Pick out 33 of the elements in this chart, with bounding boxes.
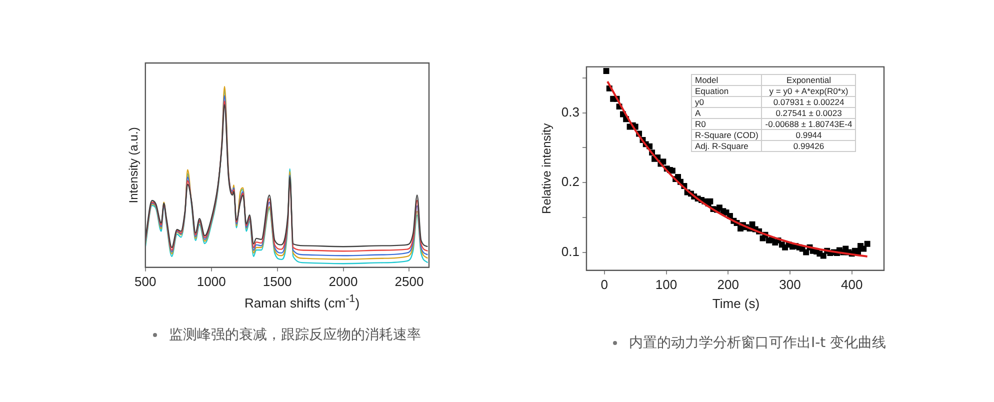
annotation: 0.99426 — [762, 140, 856, 152]
annotation: A — [692, 108, 762, 118]
x-axis-title: Time (s) — [711, 296, 761, 311]
x-axis-title: Raman shifts (cm$^{-1}$) — [243, 293, 361, 310]
x-tick-label: 200 — [717, 276, 739, 292]
annotation: Model — [692, 74, 762, 86]
y-axis-title: Relative intensity — [540, 123, 554, 214]
annotation: R0 — [692, 118, 762, 130]
x-tick-label: 0 — [600, 276, 608, 292]
y-tick-label: 0.1 — [561, 244, 580, 259]
annotation: Equation — [692, 86, 762, 96]
x-tick-label: 1500 — [262, 274, 292, 289]
x-tick-label: 2500 — [394, 274, 424, 289]
x-tick-label: 300 — [779, 276, 801, 292]
y-tick-label: 0.3 — [561, 104, 580, 120]
annotation: y0 — [692, 96, 762, 108]
annotation: Exponential — [762, 74, 856, 86]
annotation: y = y0 + A*exp(R0*x) — [762, 86, 856, 96]
x-tick-label: 100 — [655, 276, 678, 292]
x-tick-label: 400 — [840, 276, 863, 292]
annotation: R-Square (COD) — [692, 130, 762, 140]
annotation: 0.27541 ± 0.0023 — [762, 108, 856, 118]
annotation: 0.9944 — [762, 130, 856, 140]
text: 监测峰强的衰减，跟踪反应物的消耗速率 — [169, 326, 421, 344]
annotation: 0.07931 ± 0.00224 — [762, 96, 856, 108]
y-tick-label: 0.2 — [561, 174, 580, 190]
x-tick-label: 2000 — [328, 274, 358, 289]
x-tick-label: 1000 — [196, 274, 226, 289]
annotation: Adj. R-Square — [692, 140, 762, 152]
text: 内置的动力学分析窗口可作出I-t 变化曲线 — [629, 334, 886, 352]
x-tick-label: 500 — [134, 274, 156, 289]
y-axis-title: Intensity (a.u.) — [126, 127, 141, 204]
annotation: -0.00688 ± 1.80743E-4 — [762, 118, 856, 130]
